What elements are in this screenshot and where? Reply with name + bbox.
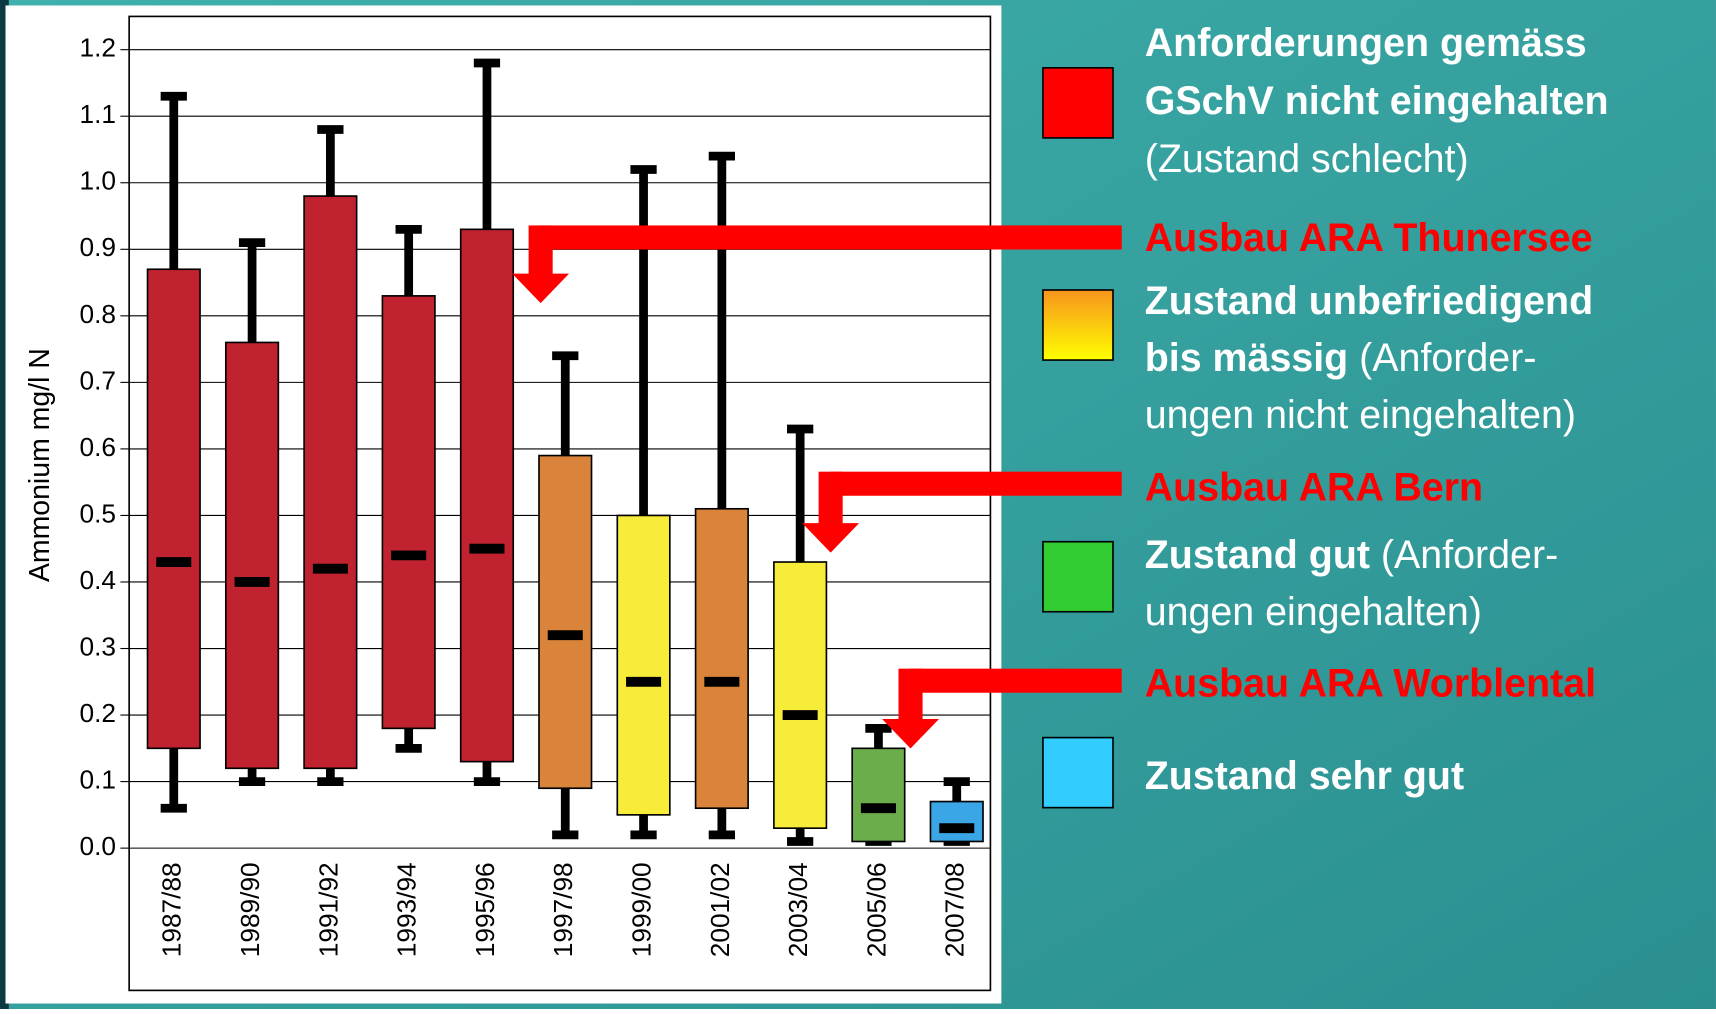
legend-swatch	[1043, 290, 1113, 360]
page: 0.0 0.1 0.2 0.3 0.4 0.5 0.6 0.7 0.8 0.9 1.0 1.1 1.2 A…	[0, 0, 1716, 1009]
legend-text-part: (Anforder-	[1370, 534, 1558, 578]
box	[461, 229, 514, 761]
legend-text-part: ungen eingehalten)	[1145, 590, 1482, 634]
arrow-shaft	[538, 225, 1121, 249]
y-tick-label: 0.7	[80, 365, 117, 395]
legend-swatch	[1043, 542, 1113, 612]
y-tick-label: 0.9	[80, 232, 117, 262]
chart: 0.0 0.1 0.2 0.3 0.4 0.5 0.6 0.7 0.8 0.9 1.0 1.1 1.2 A…	[0, 0, 1716, 1009]
legend-text: Zustand sehr gut	[1145, 755, 1464, 799]
x-tick-label: 2005/06	[861, 862, 891, 957]
x-tick-label: 1991/92	[313, 862, 343, 957]
y-tick-label: 0.2	[80, 698, 117, 728]
y-tick-label: 0.1	[80, 765, 117, 795]
legend-text-part: (Anforder-	[1348, 337, 1536, 381]
box	[304, 196, 357, 768]
legend-text: Zustand unbefriedigend	[1145, 280, 1593, 324]
legend-text: ungen eingehalten)	[1145, 590, 1482, 634]
legend-swatch	[1043, 738, 1113, 808]
arrow-shaft	[819, 472, 843, 526]
legend-text: GSchV nicht eingehalten	[1145, 79, 1609, 123]
box	[774, 562, 827, 828]
legend-text: (Zustand schlecht)	[1145, 137, 1469, 181]
legend-text-part: Zustand gut	[1145, 534, 1370, 578]
legend-text-part: Zustand sehr gut	[1145, 755, 1464, 799]
legend-text-part: bis mässig	[1145, 337, 1349, 381]
x-tick-label: 1995/96	[470, 862, 500, 957]
x-tick-label: 2003/04	[783, 862, 813, 957]
y-tick-label: 1.0	[80, 166, 117, 196]
y-tick-label: 0.5	[80, 498, 117, 528]
x-tick-label: 1993/94	[392, 862, 422, 957]
y-tick-label: 1.2	[80, 33, 117, 63]
box	[852, 748, 905, 841]
x-tick-label: 1997/98	[548, 862, 578, 957]
x-tick-label: 2001/02	[705, 862, 735, 957]
box	[148, 269, 201, 748]
y-tick-label: 0.4	[80, 565, 117, 595]
y-axis-label: Ammonium mg/l N	[24, 348, 56, 582]
x-tick-label: 1989/90	[235, 862, 265, 957]
arrow-shaft	[831, 472, 1122, 496]
legend-text: ungen nicht eingehalten)	[1145, 393, 1576, 437]
y-tick-label: 0.6	[80, 432, 117, 462]
legend-swatch	[1043, 68, 1113, 138]
box	[696, 509, 749, 808]
legend-text: Zustand gut (Anforder-	[1145, 534, 1558, 578]
y-tick-label: 0.3	[80, 631, 117, 661]
box	[382, 296, 435, 728]
box	[539, 456, 592, 789]
legend-text-part: (Zustand schlecht)	[1145, 137, 1469, 181]
x-tick-label: 1987/88	[157, 862, 187, 957]
x-tick-label: 2007/08	[940, 862, 970, 957]
legend-text-part: GSchV nicht eingehalten	[1145, 79, 1609, 123]
y-tick-label: 0.8	[80, 299, 117, 329]
legend-text-part: Anforderungen gemäss	[1145, 21, 1587, 65]
box	[226, 342, 279, 768]
box	[617, 515, 670, 814]
arrow-shaft	[898, 669, 922, 722]
x-tick-label: 1999/00	[626, 862, 656, 957]
y-tick-label: 1.1	[80, 99, 117, 129]
legend-text: bis mässig (Anforder-	[1145, 337, 1537, 381]
y-tick-label: 0.0	[80, 831, 117, 861]
annotation: Ausbau ARA Worblental	[1145, 662, 1596, 706]
legend-text-part: Zustand unbefriedigend	[1145, 280, 1593, 324]
legend-text: Anforderungen gemäss	[1145, 21, 1587, 65]
annotation: Ausbau ARA Bern	[1145, 466, 1483, 510]
arrow-shaft	[911, 669, 1122, 693]
box	[930, 802, 983, 842]
annotation: Ausbau ARA Thunersee	[1145, 216, 1593, 260]
arrow-shaft	[529, 225, 553, 275]
legend-text-part: ungen nicht eingehalten)	[1145, 393, 1576, 437]
